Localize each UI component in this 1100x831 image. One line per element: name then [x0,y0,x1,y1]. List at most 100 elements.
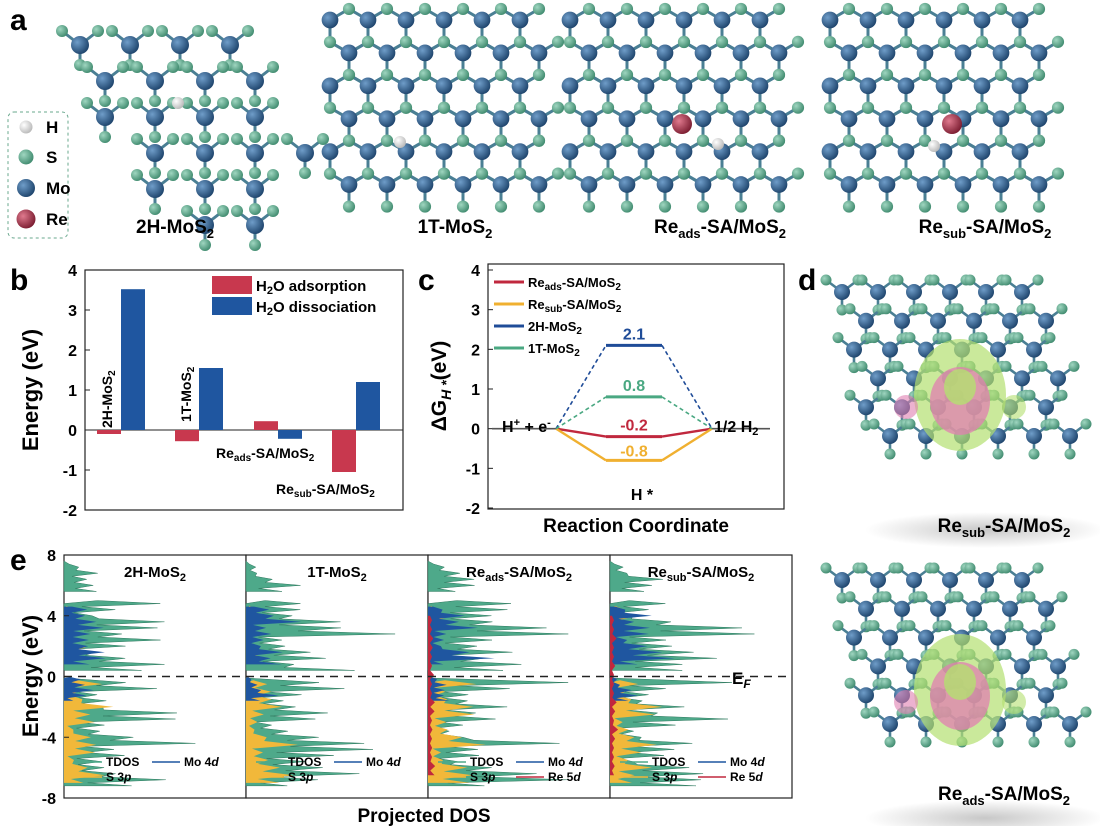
mo-atom [436,12,453,29]
mo-atom [221,36,239,54]
s-atom [869,332,880,343]
s-atom [881,69,893,81]
panel-letter-a: a [10,4,27,37]
s-atom [362,102,374,114]
mo-atom [860,143,877,160]
s-atom [678,102,690,114]
s-atom [953,591,964,602]
mo-atom [638,12,655,29]
s-atom [192,25,204,37]
s-atom [419,3,431,15]
b-category-label-1t: 1T-MoS2 [178,366,197,422]
b-y-tick-label: 1 [68,383,77,400]
re-atom [672,114,692,134]
s-atom [324,102,336,114]
b-y-tick-label: 4 [68,263,77,280]
s-atom [1057,303,1068,314]
s-atom [735,201,747,213]
e-legend-label-part: Re 5 [730,770,756,784]
s-atom [1045,332,1056,343]
mo-atom [695,176,712,193]
mo-atom [930,601,946,617]
s-atom [640,36,652,48]
s-atom [921,737,932,748]
c-legend-label-part: Re [528,275,545,290]
e-legend-label-part: Mo 4 [730,755,758,769]
mo-atom [936,12,953,29]
s-atom [929,563,940,574]
e-panel-title-part: Re [648,564,667,581]
mo-atom [196,108,214,126]
c-y-axis-label: ΔGH *(eV) [428,341,454,432]
mo-atom [581,45,598,62]
mo-atom [733,45,750,62]
s-atom [457,3,469,15]
s-atom [1037,649,1048,660]
structure-label-1t: 1T-MoS2 [418,217,493,241]
mo-atom [978,572,994,588]
s-atom [735,135,747,147]
mo-atom [379,45,396,62]
mo-atom [455,176,472,193]
c-legend-label-part: 2 [576,326,582,337]
c-connector [662,345,712,428]
b-bar [278,430,302,439]
s-atom [1001,275,1012,286]
s-atom [821,563,832,574]
mo-atom [676,77,693,94]
s-atom [621,201,633,213]
legend-s-label: S [46,148,57,167]
s-atom [893,275,904,286]
s-atom [993,449,1004,460]
mo-atom [417,45,434,62]
s-atom [131,133,143,145]
mo-atom [882,716,898,732]
s-atom [995,69,1007,81]
s-atom [976,36,988,48]
h-atom [172,97,184,109]
s-atom [267,205,279,217]
s-atom [885,449,896,460]
mo-atom [436,77,453,94]
mo-atom [196,180,214,198]
mo-atom [676,143,693,160]
mo-atom [898,77,915,94]
s-atom [754,167,766,179]
s-atom [862,102,874,114]
e-y-tick-label: -4 [42,730,56,747]
e-legend-label: Re 5d [730,770,763,784]
mo-atom [1014,370,1030,386]
s-atom [957,3,969,15]
mo-atom [1050,370,1066,386]
d-charge-depletion [894,395,918,419]
e-panel-title-part: -SA/MoS [504,564,566,581]
s-atom [659,69,671,81]
mo-atom [822,12,839,29]
mo-atom [870,572,886,588]
mo-atom [562,12,579,29]
mo-atom [752,77,769,94]
e-legend-label-part: Mo 4 [548,755,576,769]
mo-atom [918,630,934,646]
mo-atom [858,313,874,329]
mo-atom [146,72,164,90]
e-y-tick-label: 0 [47,670,56,687]
s-atom [1014,102,1026,114]
s-atom [167,133,179,145]
s-atom [217,133,229,145]
structure-label-resub: Resub-SA/MoS2 [919,217,1052,241]
mo-atom [1026,342,1042,358]
c-legend-label: Resub-SA/MoS2 [528,297,622,315]
e-y-tick-label: -8 [42,791,56,808]
mo-atom [1012,12,1029,29]
mo-atom [474,143,491,160]
s-atom [1045,620,1056,631]
mo-atom [531,45,548,62]
h-atom-icon [20,121,33,134]
mo-atom [96,72,114,90]
c-label-initial: H+ + e- [502,417,551,436]
s-atom [857,361,868,372]
e-panel-title-part: -SA/MoS [686,564,748,581]
e-panel-title-part: 2 [361,572,367,584]
